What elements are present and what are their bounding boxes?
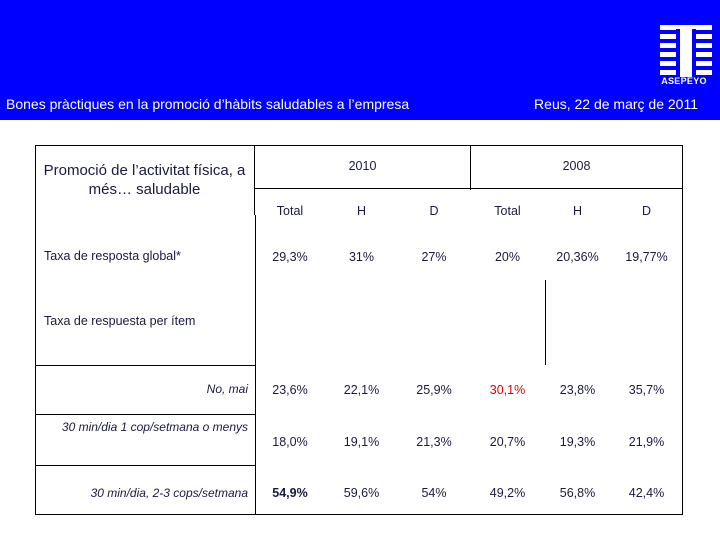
table-corner-title: Promoció de l’activitat física, a més… s… bbox=[35, 145, 255, 215]
year-header-2010: 2010 bbox=[348, 159, 377, 173]
divider-year-row bbox=[255, 188, 683, 189]
header-bar: ASEPEYO Bones pràctiques en la promoció … bbox=[0, 0, 720, 120]
table-frame bbox=[35, 145, 683, 515]
table-cell: 25,9% bbox=[416, 383, 452, 397]
response-rate-value: 31% bbox=[348, 250, 375, 264]
table-cell: 54% bbox=[421, 486, 447, 500]
response-rate-value: 19,77% bbox=[625, 250, 668, 264]
table-cell: 20,7% bbox=[489, 435, 526, 449]
table-cell: 42,4% bbox=[628, 486, 665, 500]
divider-column-h-2008 bbox=[545, 280, 546, 365]
presentation-title: Bones pràctiques en la promoció d’hàbits… bbox=[6, 96, 410, 112]
row-label-never: No, mai bbox=[206, 382, 248, 396]
divider-year-groups bbox=[470, 145, 471, 190]
table-cell: 23,6% bbox=[272, 383, 308, 397]
table-cell: 19,3% bbox=[559, 435, 596, 449]
table-cell: 23,8% bbox=[559, 383, 596, 397]
response-rate-value: 20% bbox=[494, 250, 521, 264]
table-cell: 22,1% bbox=[343, 383, 380, 397]
table-cell: 21,3% bbox=[416, 435, 452, 449]
year-header-2008: 2008 bbox=[562, 159, 591, 173]
column-header-d-2008: D bbox=[641, 204, 652, 218]
response-rate-value: 27% bbox=[421, 250, 447, 264]
divider-label-row-2 bbox=[35, 414, 255, 415]
table-cell: 19,1% bbox=[343, 435, 380, 449]
table-cell: 18,0% bbox=[272, 435, 308, 449]
row-label-once-weekly-or-less: 30 min/dia 1 cop/setmana o menys bbox=[61, 420, 248, 434]
asepeyo-logo-icon bbox=[660, 25, 712, 77]
column-header-h-2010: H bbox=[356, 204, 367, 218]
column-header-total-2010: Total bbox=[276, 204, 304, 218]
table-cell: 35,7% bbox=[628, 383, 665, 397]
section-label-per-item: Taxa de respuesta per ítem bbox=[44, 314, 196, 328]
divider-label-row-3 bbox=[35, 465, 255, 466]
table-cell: 59,6% bbox=[343, 486, 380, 500]
table-cell: 21,9% bbox=[628, 435, 665, 449]
table-cell-highlighted: 30,1% bbox=[489, 383, 526, 397]
divider-label-column bbox=[255, 215, 256, 515]
divider-label-row-1 bbox=[35, 365, 255, 366]
response-rate-value: 29,3% bbox=[272, 250, 308, 264]
response-rate-value: 20,36% bbox=[556, 250, 599, 264]
column-header-d-2010: D bbox=[429, 204, 439, 218]
table-cell: 49,2% bbox=[489, 486, 526, 500]
row-label-two-three-weekly: 30 min/dia, 2-3 cops/setmana bbox=[90, 486, 248, 500]
table-cell: 56,8% bbox=[559, 486, 596, 500]
response-rate-label: Taxa de resposta global* bbox=[44, 249, 181, 263]
column-header-h-2008: H bbox=[572, 204, 583, 218]
brand-name: ASEPEYO bbox=[661, 76, 707, 86]
presentation-date: Reus, 22 de març de 2011 bbox=[534, 96, 698, 112]
column-header-total-2008: Total bbox=[494, 204, 521, 218]
table-cell-bold: 54,9% bbox=[272, 486, 308, 500]
